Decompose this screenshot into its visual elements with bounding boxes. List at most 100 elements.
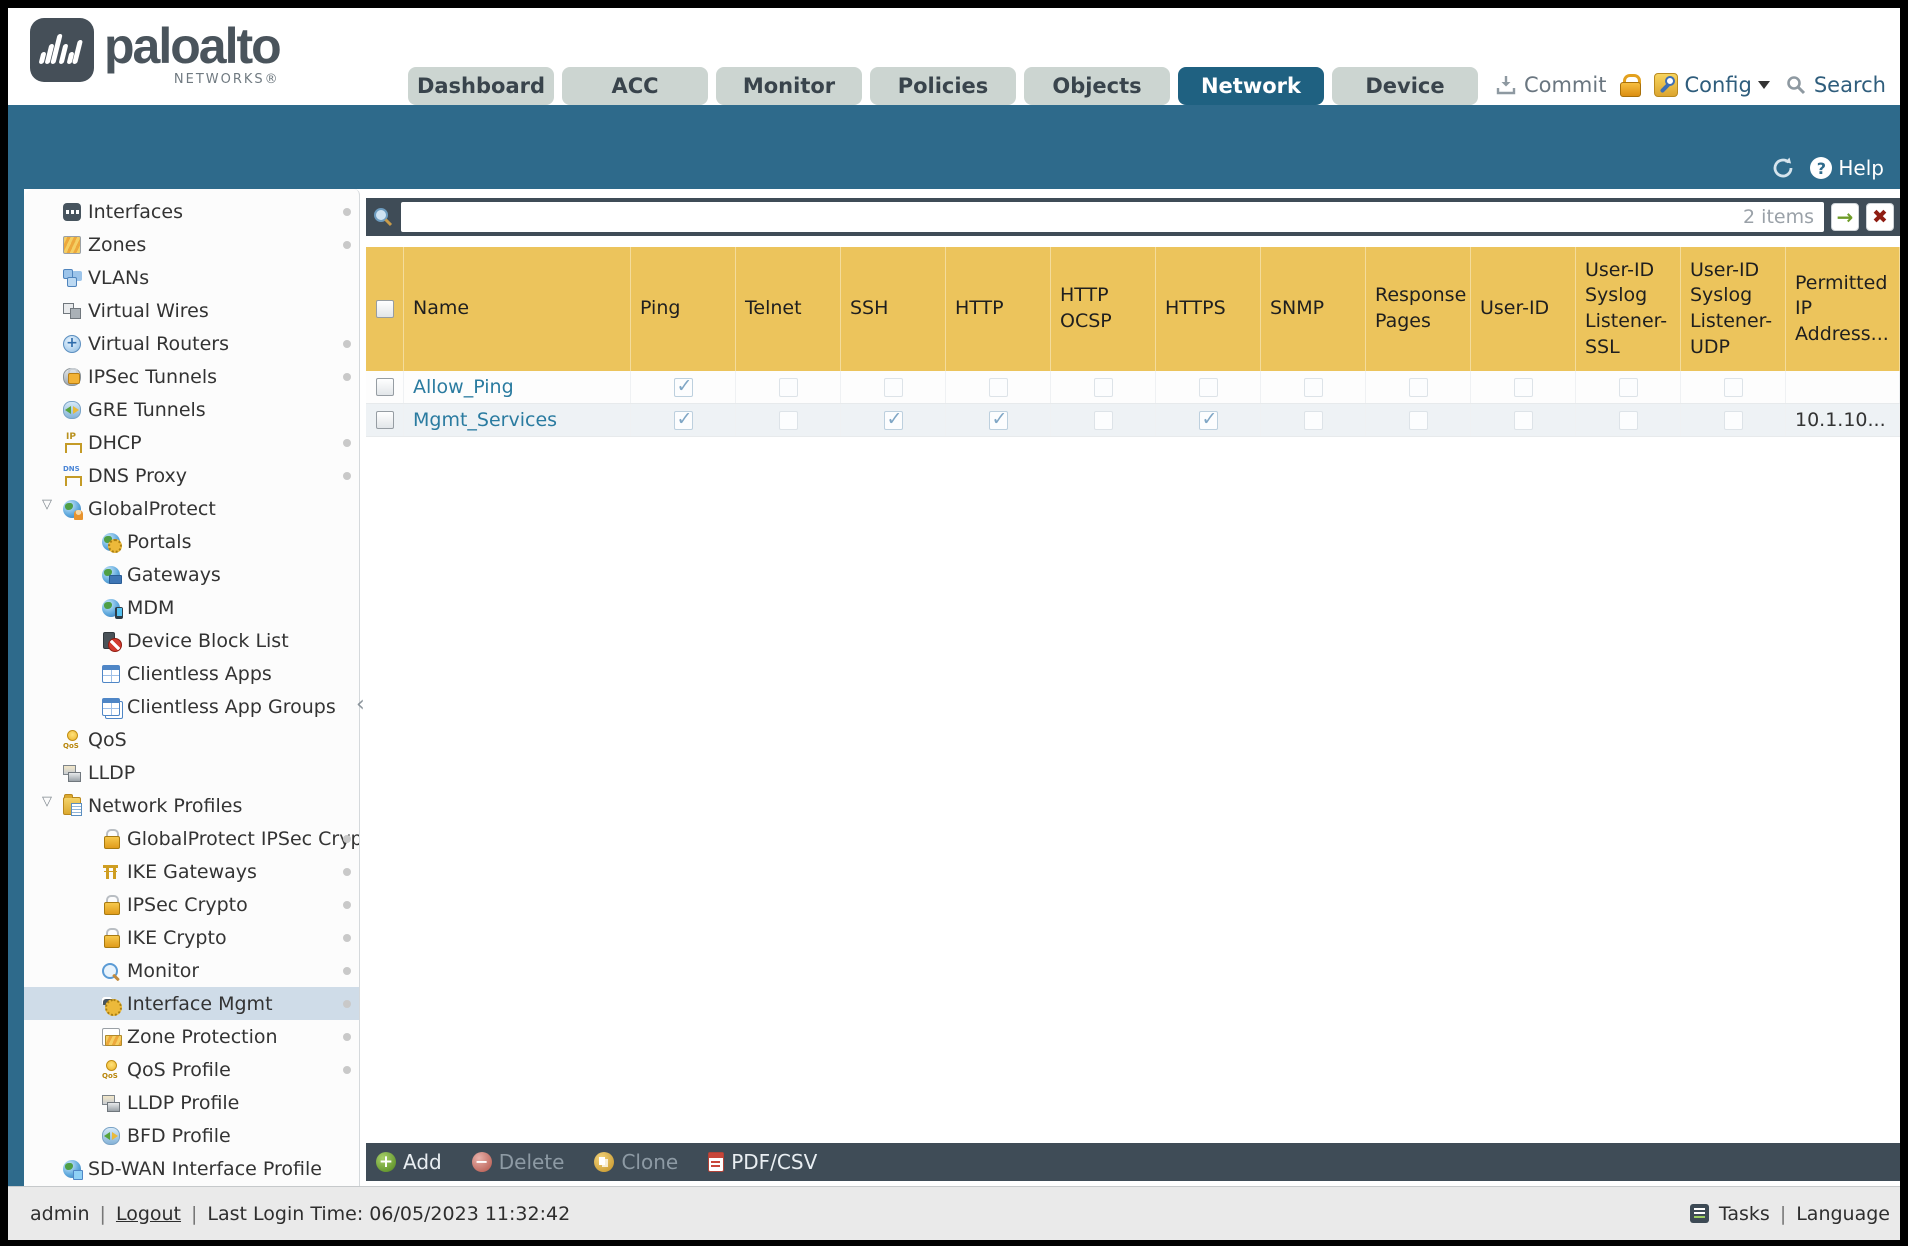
column-header-permitted-ip-address[interactable]: Permitted IP Address... bbox=[1786, 247, 1900, 371]
table-row[interactable]: Mgmt_Services 10.1.10... bbox=[366, 404, 1900, 437]
tab-acc[interactable]: ACC bbox=[562, 67, 708, 105]
ping-cell bbox=[631, 371, 736, 403]
apply-filter-button[interactable]: → bbox=[1831, 203, 1859, 231]
interfaces-icon bbox=[63, 202, 81, 221]
expand-caret-icon[interactable]: ▽ bbox=[42, 497, 52, 512]
table-row[interactable]: Allow_Ping bbox=[366, 371, 1900, 404]
refresh-icon[interactable] bbox=[1770, 155, 1796, 181]
sidebar-item-label: Portals bbox=[127, 530, 192, 553]
sidebar-item-clientless-app-groups[interactable]: Clientless App Groups bbox=[24, 690, 359, 723]
sidebar-item-dns-proxy[interactable]: DNS Proxy bbox=[24, 459, 359, 492]
sidebar-item-label: QoS Profile bbox=[127, 1058, 231, 1081]
column-header-response-pages[interactable]: Response Pages bbox=[1366, 247, 1471, 371]
tasks-button[interactable]: Tasks bbox=[1718, 1202, 1770, 1225]
sidebar-item-zone-protection[interactable]: Zone Protection bbox=[24, 1020, 359, 1053]
config-menu-button[interactable]: Config bbox=[1654, 73, 1770, 97]
sidebar-item-clientless-apps[interactable]: Clientless Apps bbox=[24, 657, 359, 690]
row-name-link[interactable]: Allow_Ping bbox=[413, 376, 514, 398]
sidebar-item-gateways[interactable]: Gateways bbox=[24, 558, 359, 591]
column-header-http[interactable]: HTTP bbox=[946, 247, 1051, 371]
sidebar-item-interface-mgmt[interactable]: Interface Mgmt bbox=[24, 987, 359, 1020]
help-button[interactable]: ? Help bbox=[1810, 156, 1884, 180]
sidebar-item-gre-tunnels[interactable]: GRE Tunnels bbox=[24, 393, 359, 426]
vlans-icon bbox=[63, 268, 81, 287]
column-header-ssh[interactable]: SSH bbox=[841, 247, 946, 371]
config-icon bbox=[1654, 73, 1679, 97]
expand-caret-icon[interactable]: ▽ bbox=[42, 794, 52, 809]
tab-policies[interactable]: Policies bbox=[870, 67, 1016, 105]
zones-icon bbox=[63, 235, 81, 254]
ssh-cell bbox=[841, 404, 946, 436]
item-indicator-dot bbox=[343, 373, 351, 381]
filter-input[interactable] bbox=[401, 202, 1824, 232]
sidebar-item-portals[interactable]: Portals bbox=[24, 525, 359, 558]
top-actions: Commit Config Search bbox=[1494, 73, 1886, 97]
row-name-link[interactable]: Mgmt_Services bbox=[413, 409, 558, 431]
add-button[interactable]: Add bbox=[376, 1150, 442, 1174]
column-header-user-id[interactable]: User-ID bbox=[1471, 247, 1576, 371]
sidebar-item-vlans[interactable]: VLANs bbox=[24, 261, 359, 294]
tab-dashboard[interactable]: Dashboard bbox=[408, 67, 554, 105]
pdf-csv-button[interactable]: PDF/CSV bbox=[708, 1150, 817, 1174]
sidebar-item-ipsec-crypto[interactable]: IPSec Crypto bbox=[24, 888, 359, 921]
global-search-button[interactable]: Search bbox=[1784, 73, 1886, 97]
column-header-name[interactable]: Name bbox=[404, 247, 631, 371]
column-header-telnet[interactable]: Telnet bbox=[736, 247, 841, 371]
sidebar-item-qos-profile[interactable]: QoS Profile bbox=[24, 1053, 359, 1086]
sidebar-item-ipsec-tunnels[interactable]: IPSec Tunnels bbox=[24, 360, 359, 393]
http-ocsp-check-indicator bbox=[1093, 377, 1113, 397]
sidebar-item-zones[interactable]: Zones bbox=[24, 228, 359, 261]
delete-button[interactable]: Delete bbox=[471, 1150, 564, 1174]
sidebar-item-device-block-list[interactable]: Device Block List bbox=[24, 624, 359, 657]
filter-input-wrap: 2 items bbox=[401, 202, 1824, 232]
snmp-cell bbox=[1261, 371, 1366, 403]
row-select-checkbox[interactable] bbox=[375, 411, 394, 429]
sidebar-item-network-profiles[interactable]: ▽ Network Profiles bbox=[24, 789, 359, 822]
sidebar-item-globalprotect-ipsec-crypto[interactable]: GlobalProtect IPSec Crypto bbox=[24, 822, 359, 855]
interface-mgmt-table: Name Ping Telnet SSH HTTP HTTP OCSP HTTPS SNMP R… bbox=[366, 247, 1900, 437]
commit-button[interactable]: Commit bbox=[1494, 73, 1606, 97]
column-header-https[interactable]: HTTPS bbox=[1156, 247, 1261, 371]
item-indicator-dot bbox=[343, 439, 351, 447]
column-header-ping[interactable]: Ping bbox=[631, 247, 736, 371]
sidebar-item-monitor[interactable]: Monitor bbox=[24, 954, 359, 987]
lock-icon[interactable] bbox=[1620, 74, 1642, 97]
sidebar-item-mdm[interactable]: MDM bbox=[24, 591, 359, 624]
sidebar-item-virtual-routers[interactable]: Virtual Routers bbox=[24, 327, 359, 360]
snmp-check-indicator bbox=[1303, 377, 1323, 397]
sidebar-item-ike-gateways[interactable]: IKE Gateways bbox=[24, 855, 359, 888]
sidebar-item-dhcp[interactable]: DHCP bbox=[24, 426, 359, 459]
paloalto-wordmark: paloalto NETWORKS® bbox=[104, 18, 282, 87]
tab-network[interactable]: Network bbox=[1178, 67, 1324, 105]
ssh-cell bbox=[841, 371, 946, 403]
user-id-syslog-listener-ssl-cell bbox=[1576, 404, 1681, 436]
column-header-snmp[interactable]: SNMP bbox=[1261, 247, 1366, 371]
clone-button[interactable]: Clone bbox=[594, 1150, 678, 1174]
sidebar-item-label: Gateways bbox=[127, 563, 221, 586]
sidebar-item-label: DHCP bbox=[88, 431, 142, 454]
column-header-user-id-syslog-listener-ssl[interactable]: User-ID Syslog Listener-SSL bbox=[1576, 247, 1681, 371]
column-header-user-id-syslog-listener-udp[interactable]: User-ID Syslog Listener-UDP bbox=[1681, 247, 1786, 371]
column-header-http-ocsp[interactable]: HTTP OCSP bbox=[1051, 247, 1156, 371]
logout-link[interactable]: Logout bbox=[115, 1202, 182, 1225]
sidebar-collapse-handle[interactable]: ‹ bbox=[356, 692, 365, 717]
tab-monitor[interactable]: Monitor bbox=[716, 67, 862, 105]
sidebar-item-qos[interactable]: QoS bbox=[24, 723, 359, 756]
sidebar-item-lldp[interactable]: LLDP bbox=[24, 756, 359, 789]
tab-objects[interactable]: Objects bbox=[1024, 67, 1170, 105]
sidebar-item-ike-crypto[interactable]: IKE Crypto bbox=[24, 921, 359, 954]
row-select-checkbox[interactable] bbox=[375, 378, 394, 396]
tab-device[interactable]: Device bbox=[1332, 67, 1478, 105]
telnet-check-indicator bbox=[778, 410, 798, 430]
sidebar-item-interfaces[interactable]: Interfaces bbox=[24, 195, 359, 228]
sidebar-item-sd-wan-interface-profile[interactable]: SD-WAN Interface Profile bbox=[24, 1152, 359, 1185]
http-check-indicator bbox=[988, 408, 1008, 430]
select-all-checkbox[interactable] bbox=[375, 300, 394, 318]
clientless-apps-icon bbox=[102, 664, 120, 683]
sidebar-item-globalprotect[interactable]: ▽ GlobalProtect bbox=[24, 492, 359, 525]
sidebar-item-bfd-profile[interactable]: BFD Profile bbox=[24, 1119, 359, 1152]
sidebar-item-lldp-profile[interactable]: LLDP Profile bbox=[24, 1086, 359, 1119]
clear-filter-button[interactable]: ✖ bbox=[1866, 203, 1894, 231]
language-button[interactable]: Language bbox=[1796, 1202, 1890, 1225]
sidebar-item-virtual-wires[interactable]: Virtual Wires bbox=[24, 294, 359, 327]
